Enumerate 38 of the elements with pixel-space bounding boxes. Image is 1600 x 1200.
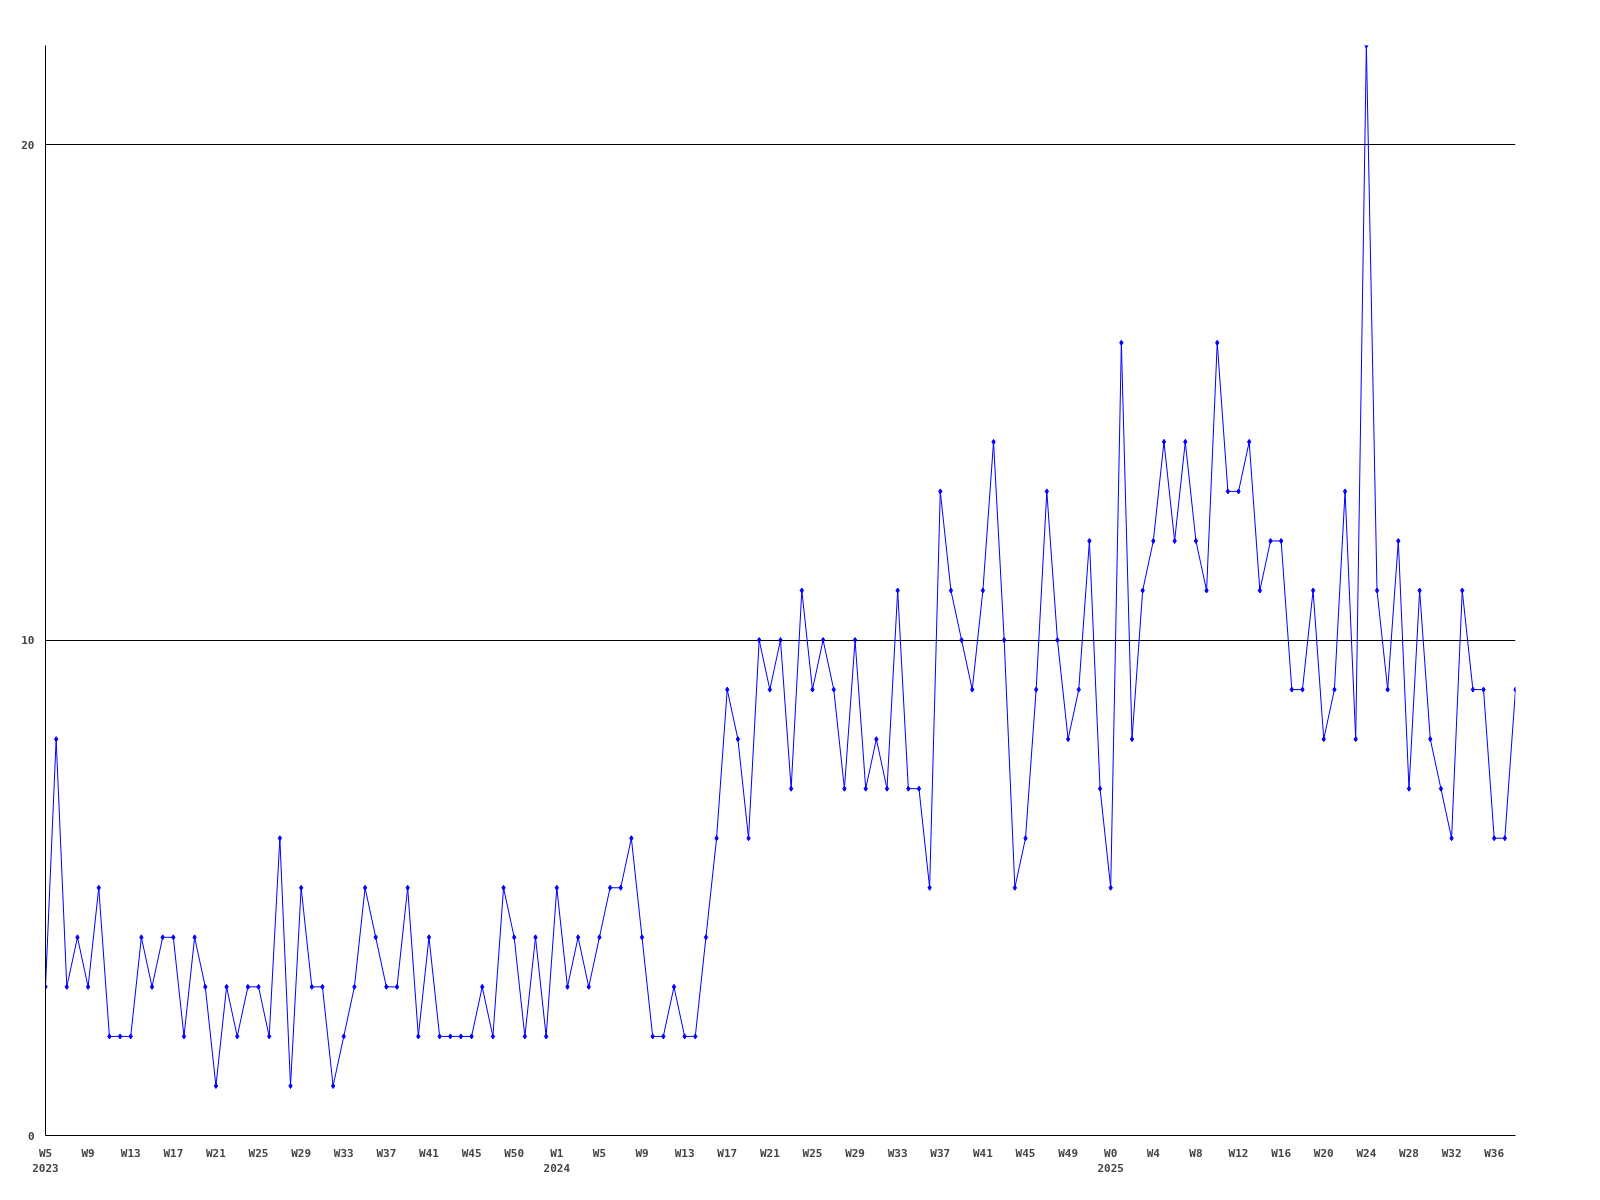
x-tick-label: W17	[163, 1146, 184, 1160]
x-tick-label: W20	[1313, 1146, 1334, 1160]
x-tick-label: W33	[333, 1146, 354, 1160]
x-tick-label: W21	[759, 1146, 781, 1160]
x-tick-label: W36	[1484, 1146, 1505, 1160]
x-tick-label: W24	[1356, 1146, 1377, 1160]
x-tick-label: W9	[635, 1146, 649, 1160]
x-tick-label: W25	[248, 1146, 269, 1160]
x-tick-label: W29	[291, 1146, 312, 1160]
x-tick-label: W5	[592, 1146, 607, 1160]
x-tick-label: W50	[504, 1146, 525, 1160]
x-tick-label: W49	[1058, 1146, 1079, 1160]
x-tick-label: W4	[1146, 1146, 1161, 1160]
y-tick-label: 0	[27, 1129, 35, 1143]
y-tick-label: 20	[21, 138, 35, 152]
x-tick-label: W25	[802, 1146, 823, 1160]
x-tick-label: W5 2023	[32, 1146, 59, 1176]
x-tick-label: W8	[1189, 1146, 1203, 1160]
x-tick-label: W37	[930, 1146, 951, 1160]
x-tick-label: W28	[1399, 1146, 1419, 1160]
x-tick-label: W0 2025	[1097, 1146, 1124, 1176]
x-tick-label: W13	[674, 1146, 695, 1160]
x-tick-label: W32	[1441, 1146, 1462, 1160]
x-tick-label: W1 2024	[543, 1146, 571, 1176]
x-tick-label: W41	[419, 1146, 440, 1160]
x-tick-label: W33	[887, 1146, 908, 1160]
x-tick-label: W16	[1271, 1146, 1292, 1160]
x-tick-label: W45	[461, 1146, 482, 1160]
y-tick-label: 10	[21, 634, 35, 648]
x-tick-label: W13	[120, 1146, 141, 1160]
x-tick-label: W45	[1015, 1146, 1036, 1160]
x-tick-label: W21	[206, 1146, 227, 1160]
x-tick-label: W17	[717, 1146, 738, 1160]
x-tick-label: W9	[81, 1146, 95, 1160]
x-tick-label: W29	[845, 1146, 866, 1160]
x-tick-label: W12	[1228, 1146, 1249, 1160]
x-tick-label: W41	[972, 1146, 994, 1160]
x-tick-label: W37	[376, 1146, 397, 1160]
